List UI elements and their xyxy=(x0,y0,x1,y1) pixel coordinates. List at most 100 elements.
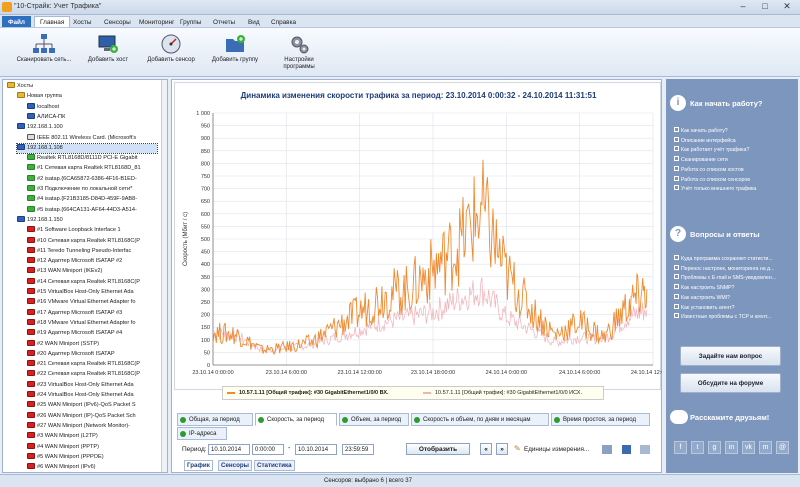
help-link[interactable]: Как настроить WMI? xyxy=(674,294,796,301)
add-sensor-button[interactable]: Добавить сенсор xyxy=(140,31,202,73)
tree-item[interactable]: #11 Teredo Tunneling Pseudo-Interfac xyxy=(27,246,157,256)
tree-item[interactable]: #4 WAN Miniport (PPTP) xyxy=(27,442,157,452)
tree-item[interactable]: #22 Сетевая карта Realtek RTL8168C(P xyxy=(27,370,157,379)
tree-scrollbar[interactable] xyxy=(161,80,167,472)
help-link[interactable]: Как начать работу? xyxy=(674,127,796,134)
tree-item[interactable]: 192.168.1.150 xyxy=(17,215,157,225)
tab-sensors[interactable]: Сенсоры xyxy=(218,460,252,471)
help-link[interactable]: Перенос настроек, мониторинга на д... xyxy=(674,265,796,272)
settings-button[interactable]: Настройки программы xyxy=(276,31,322,73)
tree-item[interactable]: #2 isatap.{6CA65872-6386-4F16-B1ED- xyxy=(27,174,157,184)
twitter-icon[interactable]: t xyxy=(691,441,704,454)
tree-item[interactable]: 192.168.1.108 xyxy=(16,142,158,154)
facebook-icon[interactable]: f xyxy=(674,441,687,454)
menu-view[interactable]: Вид xyxy=(248,19,260,26)
display-button[interactable]: Отобразить xyxy=(406,443,470,455)
tree-item[interactable]: #3 WAN Miniport (L2TP) xyxy=(27,432,157,441)
menu-sensors[interactable]: Сенсоры xyxy=(104,19,131,26)
scan-network-button[interactable]: Сканировать сеть... xyxy=(10,31,78,73)
help-link[interactable]: Работа со списком сенсоров xyxy=(674,176,796,183)
help-link[interactable]: Сканирование сети xyxy=(674,156,796,163)
mail-icon[interactable]: @ xyxy=(776,441,789,454)
tree-item[interactable]: Хосты xyxy=(7,82,157,91)
menu-hosts[interactable]: Хосты xyxy=(73,19,92,26)
print-icon[interactable] xyxy=(602,445,612,454)
add-host-button[interactable]: Добавить хост xyxy=(82,31,134,73)
tree-item[interactable]: #21 Сетевая карта Realtek RTL8168C(P xyxy=(27,360,157,369)
tree-item[interactable]: #2 WAN Miniport (SSTP) xyxy=(27,339,157,349)
tab-graph[interactable]: График xyxy=(184,460,213,471)
save-icon[interactable] xyxy=(622,445,631,454)
help-link[interactable]: Как работает учёт трафика? xyxy=(674,146,796,153)
tree-item[interactable]: #14 Сетевая карта Realtek RTL8168C(P xyxy=(27,277,157,287)
prev-period-button[interactable]: « xyxy=(480,443,492,455)
menu-monitoring[interactable]: Мониторинг xyxy=(139,19,175,26)
tree-item[interactable]: localhost xyxy=(27,102,157,112)
tree-item[interactable]: #23 VirtualBox Host-Only Ethernet Ada xyxy=(27,380,157,390)
vk-icon[interactable]: vk xyxy=(742,441,755,454)
units-link[interactable]: Единицы измерения... xyxy=(524,446,590,453)
tab-volume-period[interactable]: Объем, за период xyxy=(339,413,409,426)
to-date-field[interactable]: 10.10.2014 xyxy=(295,444,337,455)
tree-item[interactable]: #27 WAN Miniport (Network Monitor)- xyxy=(27,421,157,431)
from-date-field[interactable]: 10.10.2014 xyxy=(208,444,250,455)
tree-item[interactable]: #12 Адаптер Microsoft ISATAP #2 xyxy=(27,257,157,266)
help-link[interactable]: Куда программа сохраняет статисти... xyxy=(674,255,796,262)
tree-item[interactable]: #25 WAN Miniport (IPv6)-QoS Packet S xyxy=(27,401,157,410)
ask-question-button[interactable]: Задайте нам вопрос xyxy=(680,346,781,366)
tab-speed-period[interactable]: Скорость, за период xyxy=(255,413,337,426)
tree-item[interactable]: #20 Адаптер Microsoft ISATAP xyxy=(27,349,157,359)
tab-ip-addresses[interactable]: IP-адреса xyxy=(177,427,227,440)
forum-button[interactable]: Обсудите на форуме xyxy=(680,373,781,393)
tree-item[interactable]: #26 WAN Miniport (IP)-QoS Packet Sch xyxy=(27,411,157,421)
maximize-button[interactable]: □ xyxy=(762,1,768,11)
help-link[interactable]: Проблемы с E-mail и SMS-уведомлен... xyxy=(674,274,796,281)
tree-item[interactable]: #4 isatap.{F21B3185-D84D-459F-9AB8- xyxy=(27,195,157,204)
menu-reports[interactable]: Отчеты xyxy=(213,19,236,26)
tree-item[interactable]: #5 isatap.{664CA131-AF64-44D3-A514- xyxy=(27,205,157,215)
linkedin-icon[interactable]: in xyxy=(725,441,738,454)
tab-statistics[interactable]: Статистика xyxy=(254,460,295,471)
tree-item[interactable]: #1 Сетевая карта Realtek RTL8168D_81 xyxy=(27,164,157,173)
tree-item[interactable]: Новая группа xyxy=(17,92,157,101)
tree-item[interactable]: #17 Адаптер Microsoft ISATAP #3 xyxy=(27,308,157,318)
tree-item[interactable]: #1 Software Loopback Interface 1 xyxy=(27,226,157,235)
tree-item[interactable]: АЛИСА-ПК xyxy=(27,112,157,122)
tree-item[interactable]: 192.168.1.100 xyxy=(17,123,157,132)
tree-item[interactable]: Realtek RTL8168D/8111D PCI-E Gigabit xyxy=(27,154,157,163)
google-icon[interactable]: g xyxy=(708,441,721,454)
moimir-icon[interactable]: m xyxy=(759,441,772,454)
tree-item[interactable]: #3 Подключение по локальной сети* xyxy=(27,185,157,194)
tree-item[interactable]: #24 VirtualBox Host-Only Ethernet Ada xyxy=(27,391,157,400)
help-link[interactable]: Известные проблемы с TCP и агент... xyxy=(674,313,796,320)
menu-help[interactable]: Справка xyxy=(271,19,297,26)
help-link[interactable]: Как настроить SNMP? xyxy=(674,284,796,291)
copy-icon[interactable] xyxy=(640,445,650,454)
tree-item[interactable]: #16 VMware Virtual Ethernet Adapter fo xyxy=(27,298,157,307)
add-group-button[interactable]: Добавить группу xyxy=(206,31,264,73)
tree-item[interactable]: #15 VirtualBox Host-Only Ethernet Ada xyxy=(27,288,157,297)
host-tree[interactable]: Хосты Новая группа localhost АЛИСА-ПК 192.16… xyxy=(2,79,168,473)
to-time-field[interactable]: 23:59:59 xyxy=(342,444,374,455)
menu-groups[interactable]: Группы xyxy=(180,19,202,26)
help-link[interactable]: Учёт только внешнего трафика xyxy=(674,185,796,192)
help-link[interactable]: Описание интерфейса xyxy=(674,137,796,144)
tab-downtime-period[interactable]: Время простоя, за период xyxy=(551,413,650,426)
tab-total-period[interactable]: Общая, за период xyxy=(177,413,253,426)
tree-item[interactable]: IEEE 802.11 Wireless Card. (Microsoft's xyxy=(27,133,157,143)
menu-home[interactable]: Главная xyxy=(34,16,71,27)
tree-item[interactable]: #5 WAN Miniport (PPPOE) xyxy=(27,452,157,462)
minimize-button[interactable]: – xyxy=(740,1,746,11)
help-link[interactable]: Как установить агент? xyxy=(674,304,796,311)
tree-item[interactable]: #18 VMware Virtual Ethernet Adapter fo xyxy=(27,318,157,328)
help-link[interactable]: Работа со списком хостов xyxy=(674,166,796,173)
tab-speed-volume-days[interactable]: Скорость и объем, по дням и месяцам xyxy=(411,413,549,426)
tree-item[interactable]: #13 WAN Miniport (IKEv2) xyxy=(27,267,157,276)
from-time-field[interactable]: 0:00:00 xyxy=(252,444,284,455)
tree-item[interactable]: #19 Адаптер Microsoft ISATAP #4 xyxy=(27,329,157,338)
menu-file[interactable]: Файл xyxy=(2,16,31,27)
tree-item[interactable]: #6 WAN Miniport (IPv6) xyxy=(27,463,157,472)
close-button[interactable]: ✕ xyxy=(783,1,791,11)
tree-item[interactable]: #10 Сетевая карта Realtek RTL8168C(P xyxy=(27,236,157,246)
next-period-button[interactable]: » xyxy=(496,443,508,455)
